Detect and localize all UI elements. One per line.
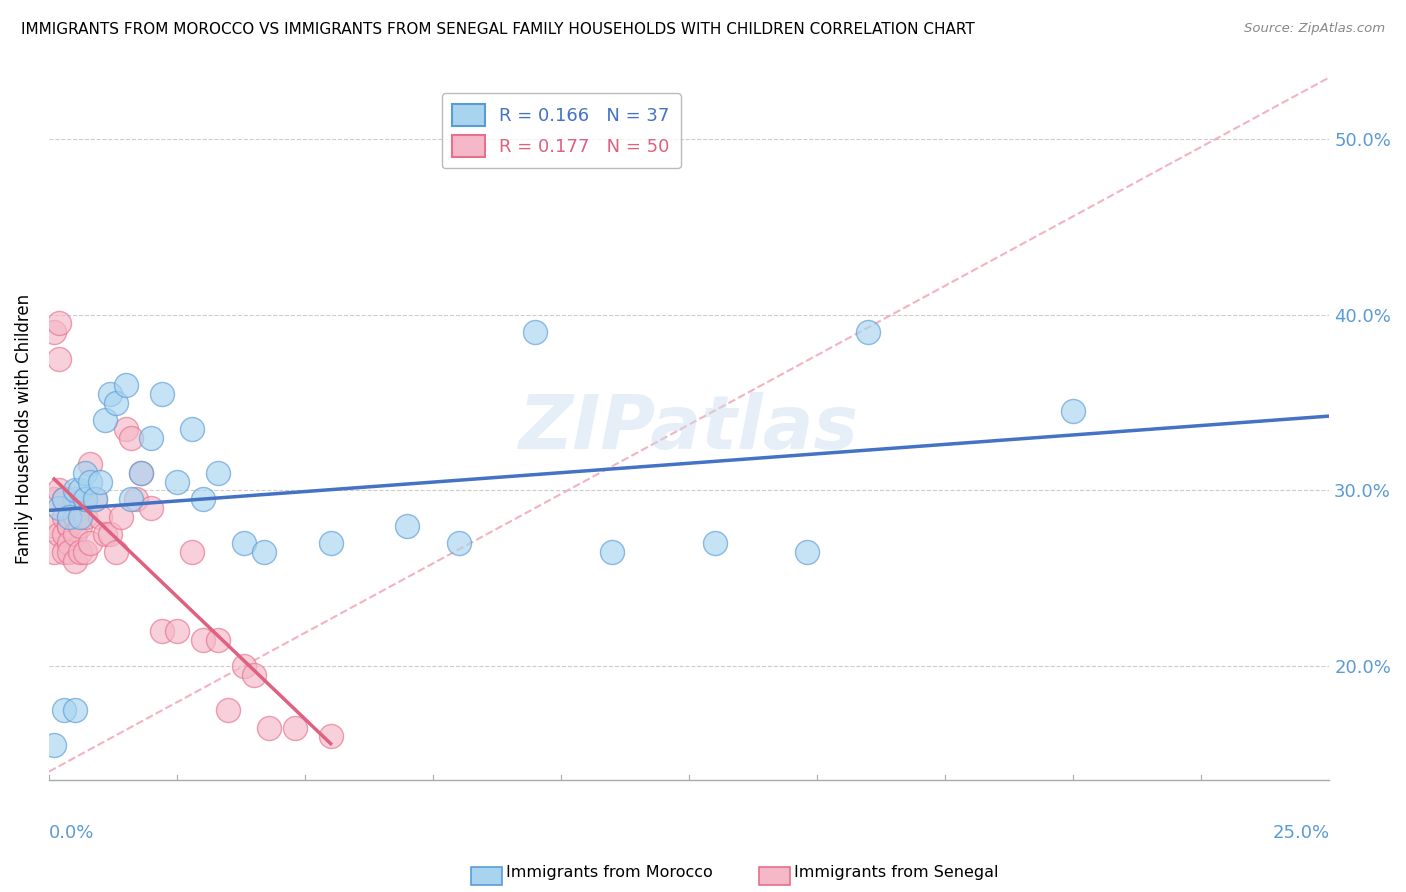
Point (319, 536, 342, 550)
Point (141, 431, 163, 445)
Point (166, 624, 188, 638)
Point (120, 431, 142, 445)
Point (207, 466, 229, 480)
Point (63, 527, 86, 541)
Point (73, 509, 96, 524)
Point (58, 536, 80, 550)
Point (181, 545, 204, 559)
Point (53, 703, 76, 717)
Point (257, 721, 280, 735)
Point (69, 545, 91, 559)
Point (63, 483, 86, 498)
Point (48, 317, 70, 331)
Text: IMMIGRANTS FROM MOROCCO VS IMMIGRANTS FROM SENEGAL FAMILY HOUSEHOLDS WITH CHILDR: IMMIGRANTS FROM MOROCCO VS IMMIGRANTS FR… (21, 22, 974, 37)
Point (79, 457, 101, 471)
Point (73, 545, 96, 559)
Point (100, 386, 122, 401)
Point (73, 466, 96, 480)
Point (53, 492, 76, 507)
Point (69, 483, 91, 498)
Point (42, 738, 65, 752)
Point (89, 509, 111, 524)
Point (69, 518, 91, 533)
Point (217, 703, 239, 717)
Point (42, 545, 65, 559)
Point (48, 351, 70, 366)
Point (42, 492, 65, 507)
Point (84, 492, 107, 507)
Text: Immigrants from Morocco: Immigrants from Morocco (506, 865, 713, 880)
Point (243, 668, 266, 682)
Point (63, 554, 86, 568)
Point (84, 492, 107, 507)
Point (53, 492, 76, 507)
Point (150, 386, 173, 401)
Point (58, 518, 80, 533)
Point (191, 492, 214, 507)
Point (166, 475, 188, 489)
Point (600, 545, 623, 559)
Text: ZIPatlas: ZIPatlas (519, 392, 859, 466)
Point (63, 492, 86, 507)
Point (110, 509, 132, 524)
Text: Immigrants from Senegal: Immigrants from Senegal (794, 865, 998, 880)
Point (150, 624, 173, 638)
Point (181, 422, 204, 436)
Point (703, 536, 725, 550)
Point (94, 527, 117, 541)
Point (79, 475, 101, 489)
Point (42, 325, 65, 339)
Point (120, 492, 142, 507)
Point (58, 545, 80, 559)
Point (129, 466, 152, 480)
Point (129, 466, 152, 480)
Point (284, 721, 307, 735)
Point (319, 730, 342, 744)
Point (253, 545, 276, 559)
Point (104, 395, 127, 409)
Point (73, 492, 96, 507)
Point (191, 632, 214, 647)
Point (69, 509, 91, 524)
Point (796, 545, 818, 559)
Legend: R = 0.166   N = 37, R = 0.177   N = 50: R = 0.166 N = 37, R = 0.177 N = 50 (441, 94, 681, 169)
Point (447, 536, 470, 550)
Point (858, 325, 880, 339)
Point (42, 518, 65, 533)
Point (1062, 404, 1084, 418)
Point (48, 527, 70, 541)
Point (100, 527, 122, 541)
Point (207, 632, 229, 647)
Y-axis label: Family Households with Children: Family Households with Children (15, 293, 32, 564)
Point (125, 492, 148, 507)
Point (48, 483, 70, 498)
Point (94, 413, 117, 427)
Point (232, 659, 254, 673)
Point (79, 536, 101, 550)
Text: 25.0%: 25.0% (1272, 824, 1329, 842)
Point (104, 545, 127, 559)
Point (73, 492, 96, 507)
Point (524, 325, 547, 339)
Point (58, 509, 80, 524)
Point (63, 703, 86, 717)
Point (89, 475, 111, 489)
Point (232, 536, 254, 550)
Point (114, 378, 136, 392)
Point (53, 545, 76, 559)
Point (58, 518, 80, 533)
Text: Source: ZipAtlas.com: Source: ZipAtlas.com (1244, 22, 1385, 36)
Point (114, 422, 136, 436)
Point (53, 509, 76, 524)
Point (53, 527, 76, 541)
Text: 0.0%: 0.0% (49, 824, 94, 842)
Point (63, 509, 86, 524)
Point (48, 501, 70, 516)
Point (396, 518, 419, 533)
Point (141, 501, 163, 516)
Point (69, 501, 91, 516)
